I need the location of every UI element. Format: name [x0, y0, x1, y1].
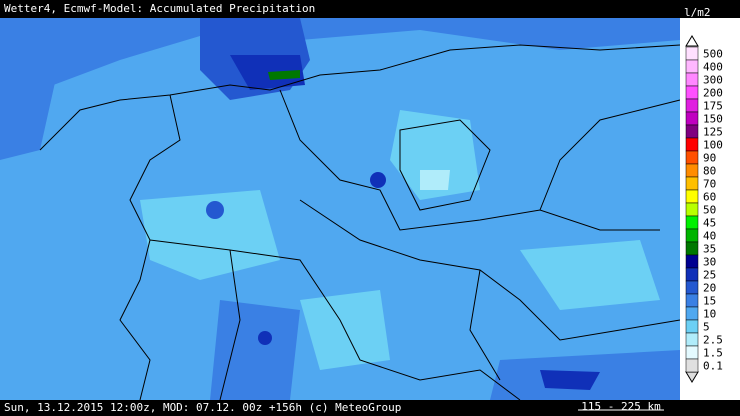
run-info: Sun, 13.12.2015 12:00z, MOD: 07.12. 00z … [4, 401, 401, 414]
legend-swatch [685, 111, 699, 126]
legend-swatch [685, 124, 699, 139]
legend-swatch [685, 345, 699, 360]
legend-swatch [685, 319, 699, 334]
footer-bar [0, 400, 740, 416]
legend-swatch [685, 241, 699, 256]
legend-swatch [685, 176, 699, 191]
legend-label: 40 [703, 230, 716, 243]
legend-unit: l/m2 [684, 6, 711, 19]
legend-label: 25 [703, 269, 716, 282]
legend-label: 500 [703, 48, 723, 61]
legend-label: 1.5 [703, 347, 723, 360]
legend-swatch [685, 267, 699, 282]
legend-swatch [685, 163, 699, 178]
legend-label: 125 [703, 126, 723, 139]
scale-label: 115 - 225 km [581, 400, 661, 413]
legend-label: 150 [703, 113, 723, 126]
legend-swatch [685, 280, 699, 295]
legend-label: 45 [703, 217, 716, 230]
title-bar [0, 0, 740, 18]
legend-swatch [685, 358, 699, 373]
legend-label: 30 [703, 256, 716, 269]
legend-label: 10 [703, 308, 716, 321]
legend-swatch [685, 202, 699, 217]
legend-swatch [685, 59, 699, 74]
legend-label: 90 [703, 152, 716, 165]
legend-label: 0.1 [703, 360, 723, 373]
legend-label: 300 [703, 74, 723, 87]
legend-swatch [685, 150, 699, 165]
legend-label: 80 [703, 165, 716, 178]
legend-swatch [685, 306, 699, 321]
legend-label: 20 [703, 282, 716, 295]
legend-label: 100 [703, 139, 723, 152]
legend-swatch [685, 46, 699, 61]
legend-swatch [685, 215, 699, 230]
legend-label: 175 [703, 100, 723, 113]
legend-label: 5 [703, 321, 710, 334]
legend-label: 2.5 [703, 334, 723, 347]
legend-swatch [685, 137, 699, 152]
legend-swatch [685, 189, 699, 204]
legend-swatch [685, 85, 699, 100]
legend-label: 35 [703, 243, 716, 256]
legend-swatch [685, 98, 699, 113]
legend-label: 400 [703, 61, 723, 74]
precip-patches [0, 18, 680, 400]
borders [39, 44, 681, 401]
title: Wetter4, Ecmwf-Model: Accumulated Precip… [4, 2, 315, 15]
legend-swatch [685, 254, 699, 269]
legend-label: 200 [703, 87, 723, 100]
legend-arrow-up [685, 35, 699, 47]
legend-swatch [685, 332, 699, 347]
legend-label: 15 [703, 295, 716, 308]
legend-label: 60 [703, 191, 716, 204]
legend-label: 50 [703, 204, 716, 217]
legend: 5004003002001751501251009080706050454035… [685, 46, 723, 373]
legend-swatch [685, 72, 699, 87]
legend-swatch [685, 293, 699, 308]
legend-swatch [685, 228, 699, 243]
legend-label: 70 [703, 178, 716, 191]
